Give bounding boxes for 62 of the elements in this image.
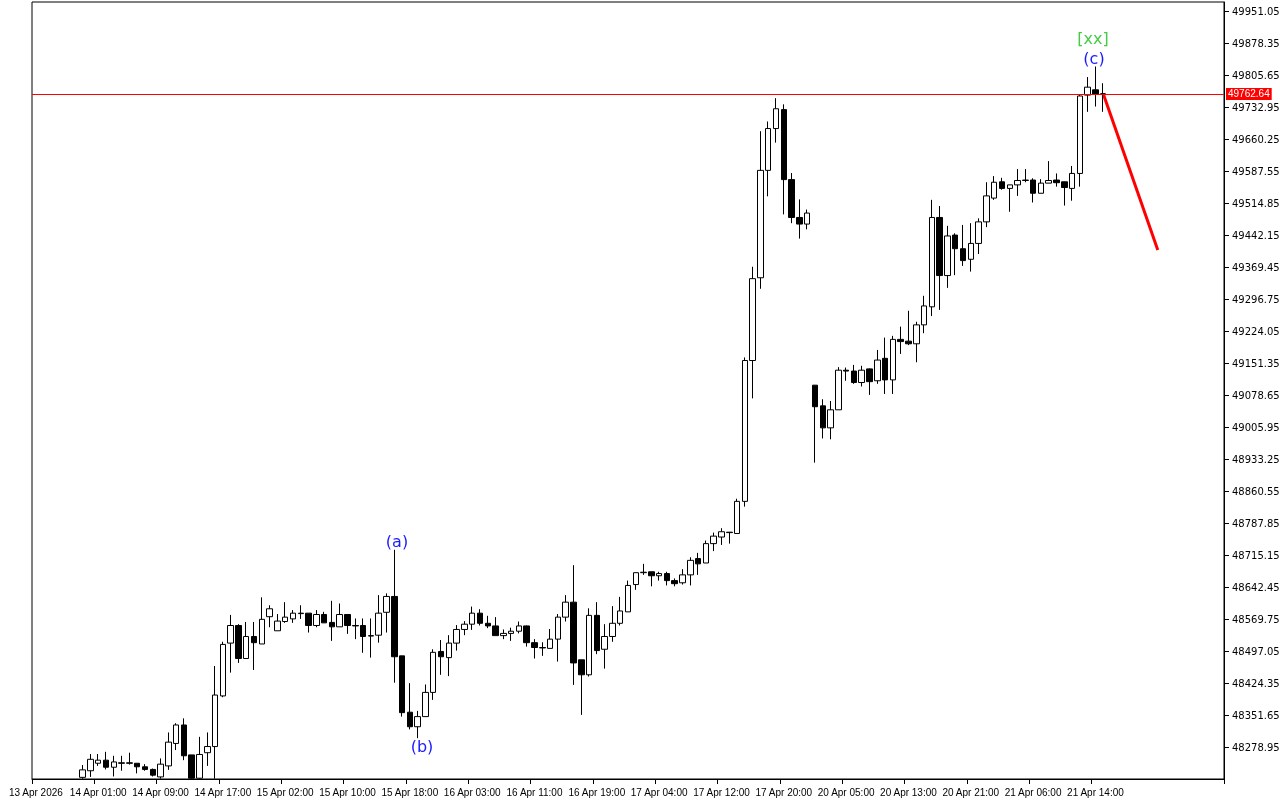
y-tick-label: 48278.95 (1232, 741, 1280, 753)
x-tick-label: 20 Apr 05:00 (817, 786, 875, 798)
y-tick-label: 48351.65 (1232, 709, 1280, 721)
x-tick-label: 13 Apr 2026 (8, 786, 64, 798)
candlestick (625, 580, 631, 613)
y-tick-label: 49369.45 (1232, 261, 1280, 273)
y-tick-label: 49005.95 (1232, 421, 1280, 433)
y-tick-label: 48787.85 (1232, 517, 1280, 529)
candlestick (999, 177, 1005, 191)
x-tick-label: 15 Apr 10:00 (319, 786, 377, 798)
x-tick-label: 17 Apr 12:00 (693, 786, 751, 798)
y-tick-label: 49296.75 (1232, 293, 1280, 305)
x-tick-label: 15 Apr 02:00 (256, 786, 314, 798)
candlestick (103, 751, 109, 770)
candlestick (812, 384, 818, 464)
x-tick-label: 14 Apr 01:00 (69, 786, 128, 798)
x-tick-label: 16 Apr 19:00 (568, 786, 626, 798)
y-tick-label: 49660.25 (1232, 133, 1280, 145)
candlestick (220, 641, 226, 698)
candlestick (960, 224, 966, 267)
x-tick-label: 15 Apr 18:00 (381, 786, 439, 798)
y-tick-label: 49587.55 (1232, 165, 1280, 177)
y-tick-label: 48860.55 (1232, 485, 1280, 497)
ref-line-label: 49762.64 (1228, 88, 1271, 100)
y-tick-label: 48642.45 (1232, 581, 1280, 593)
candlestick (1100, 82, 1106, 113)
y-tick-label: 49951.05 (1232, 5, 1280, 17)
candlestick (266, 604, 273, 628)
y-tick-label: 48569.75 (1232, 613, 1280, 625)
y-tick-label: 49514.85 (1232, 197, 1280, 209)
y-tick-label: 48497.05 (1232, 645, 1280, 657)
x-tick-label: 14 Apr 17:00 (194, 786, 252, 798)
x-tick-label: 16 Apr 03:00 (443, 786, 501, 798)
y-tick-label: 48424.35 (1232, 677, 1280, 689)
x-tick-label: 16 Apr 11:00 (506, 786, 563, 798)
annotation: (a) (385, 531, 409, 551)
y-tick-label: 49878.35 (1232, 37, 1280, 49)
y-tick-label: 48933.25 (1232, 453, 1280, 465)
y-tick-label: 49442.15 (1232, 229, 1280, 241)
candlestick (259, 596, 265, 645)
candlestick (290, 609, 296, 624)
annotation: (b) (410, 736, 434, 756)
x-tick-label: 17 Apr 20:00 (755, 786, 813, 798)
y-tick-label: 49805.65 (1232, 69, 1280, 81)
candlestick (251, 621, 257, 671)
x-tick-label: 20 Apr 21:00 (942, 786, 1000, 798)
candlestick (142, 763, 148, 772)
y-tick-label: 49224.05 (1232, 325, 1280, 337)
x-tick-label: 17 Apr 04:00 (630, 786, 688, 798)
annotation: [xx] (1077, 28, 1109, 48)
candlestick (773, 97, 779, 144)
x-tick-label: 21 Apr 14:00 (1067, 786, 1125, 798)
y-tick-label: 49078.65 (1232, 389, 1280, 401)
candlestick (438, 639, 444, 676)
annotation: (c) (1083, 48, 1105, 68)
y-tick-label: 48715.15 (1232, 549, 1280, 561)
x-tick-label: 21 Apr 06:00 (1004, 786, 1062, 798)
y-tick-label: 49732.95 (1232, 101, 1280, 113)
candlestick (477, 608, 483, 626)
y-tick-label: 49151.35 (1232, 357, 1280, 369)
x-tick-label: 14 Apr 09:00 (132, 786, 190, 798)
x-tick-label: 20 Apr 13:00 (880, 786, 938, 798)
